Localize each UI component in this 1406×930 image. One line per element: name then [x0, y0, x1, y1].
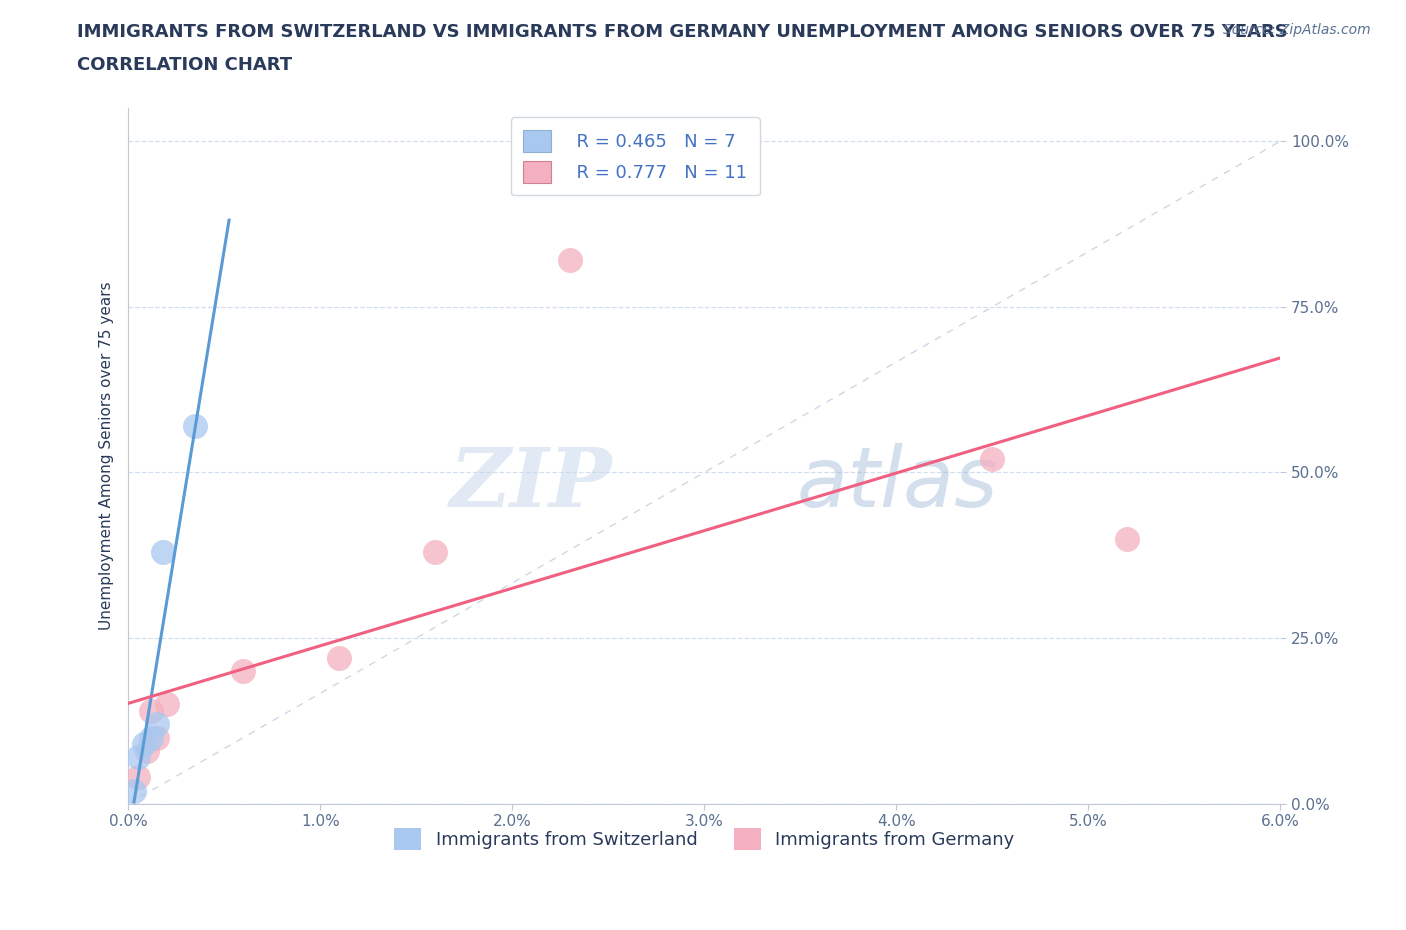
Point — [127, 750, 149, 764]
Point — [132, 737, 155, 751]
Text: atlas: atlas — [796, 444, 998, 525]
Point — [146, 730, 169, 745]
Text: ZIP: ZIP — [450, 444, 612, 524]
Point — [1115, 531, 1137, 546]
Text: IMMIGRANTS FROM SWITZERLAND VS IMMIGRANTS FROM GERMANY UNEMPLOYMENT AMONG SENIOR: IMMIGRANTS FROM SWITZERLAND VS IMMIGRANT… — [77, 23, 1288, 41]
Point — [558, 253, 581, 268]
Point — [127, 770, 149, 785]
Point — [981, 452, 1004, 467]
Point — [156, 697, 179, 711]
Point — [146, 717, 169, 732]
Legend: Immigrants from Switzerland, Immigrants from Germany: Immigrants from Switzerland, Immigrants … — [387, 821, 1022, 857]
Point — [141, 730, 163, 745]
Point — [136, 743, 159, 758]
Point — [232, 664, 254, 679]
Point — [328, 651, 350, 666]
Point — [152, 545, 174, 560]
Y-axis label: Unemployment Among Seniors over 75 years: Unemployment Among Seniors over 75 years — [100, 282, 114, 631]
Text: Source: ZipAtlas.com: Source: ZipAtlas.com — [1223, 23, 1371, 37]
Text: CORRELATION CHART: CORRELATION CHART — [77, 56, 292, 73]
Point — [122, 783, 145, 798]
Point — [425, 545, 447, 560]
Point — [184, 418, 207, 433]
Point — [141, 704, 163, 719]
